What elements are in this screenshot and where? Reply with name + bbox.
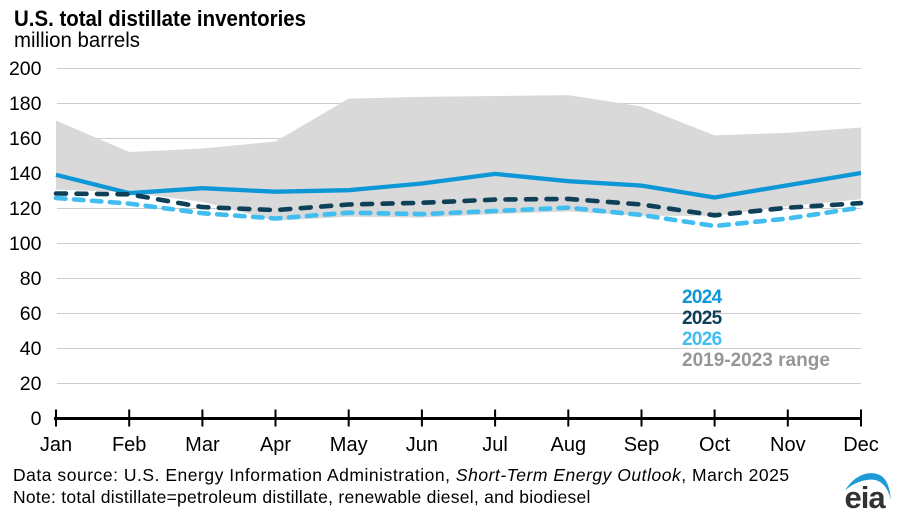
svg-text:0: 0 [31,408,42,430]
svg-text:60: 60 [20,303,42,325]
svg-text:Jun: Jun [406,434,438,456]
svg-text:Aug: Aug [551,434,587,456]
svg-text:100: 100 [9,233,42,255]
svg-text:million barrels: million barrels [14,29,140,52]
svg-text:2019-2023 range: 2019-2023 range [682,350,830,371]
svg-text:U.S. total distillate inventor: U.S. total distillate inventories [14,6,306,31]
svg-text:2026: 2026 [682,329,722,350]
svg-text:20: 20 [20,373,42,395]
svg-text:eia: eia [845,480,887,515]
svg-text:200: 200 [9,58,42,80]
svg-text:Feb: Feb [112,434,146,456]
svg-text:Apr: Apr [260,434,291,456]
svg-text:40: 40 [20,338,42,360]
svg-text:140: 140 [9,163,42,185]
svg-text:2024: 2024 [682,287,723,308]
svg-text:Data source: U.S. Energy Infor: Data source: U.S. Energy Information Adm… [13,465,790,485]
svg-text:Note: total distillate=petrole: Note: total distillate=petroleum distill… [13,487,591,507]
svg-text:Jan: Jan [40,434,72,456]
svg-text:160: 160 [9,128,42,150]
svg-text:Nov: Nov [770,434,806,456]
svg-text:Jul: Jul [482,434,508,456]
svg-text:2025: 2025 [682,308,723,329]
svg-text:Sep: Sep [624,434,660,456]
svg-text:Dec: Dec [843,434,879,456]
svg-text:May: May [330,434,368,456]
svg-text:120: 120 [9,198,42,220]
svg-text:180: 180 [9,93,42,115]
svg-text:Oct: Oct [699,434,731,456]
svg-text:80: 80 [20,268,42,290]
svg-text:Mar: Mar [185,434,220,456]
